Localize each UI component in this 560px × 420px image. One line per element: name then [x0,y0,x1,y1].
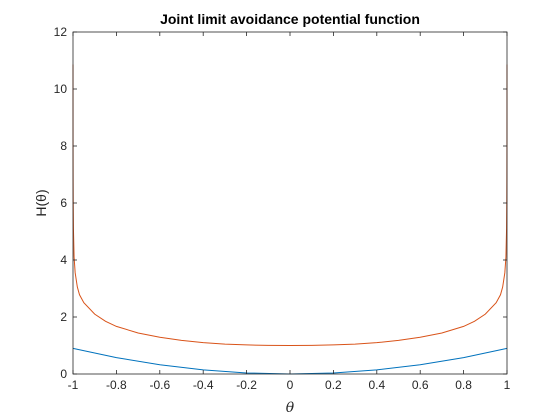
x-tick-label: 0.4 [368,378,385,392]
x-tick-label: -0.8 [106,378,127,392]
x-axis-label: θ [286,400,295,416]
y-tick-label: 12 [54,25,68,39]
y-tick-label: 0 [60,367,67,381]
x-tick-label: -1 [68,378,79,392]
axes-layer: -1 -0.8 -0.6 -0.4 -0.2 0 0.2 0.4 0.6 0.8 102468101… [54,25,511,392]
y-tick-label: 4 [60,253,67,267]
y-tick-label: 8 [60,139,67,153]
x-tick-label: 0 [287,378,294,392]
x-tick-label: -0.6 [149,378,170,392]
y-axis-label: H(θ) [33,189,49,216]
series-line-2 [72,64,508,347]
x-tick-label: 0.2 [325,378,342,392]
y-tick-label: 2 [60,310,67,324]
y-tick-label: 6 [60,196,67,210]
chart-title: Joint limit avoidance potential function [160,11,420,27]
x-tick-label: -0.4 [193,378,214,392]
x-tick-label: 0.6 [412,378,429,392]
x-tick-label: -0.2 [236,378,257,392]
x-tick-label: 0.8 [455,378,472,392]
x-tick-label: 1 [504,378,511,392]
y-tick-label: 10 [54,82,68,96]
plot-area [73,32,507,374]
